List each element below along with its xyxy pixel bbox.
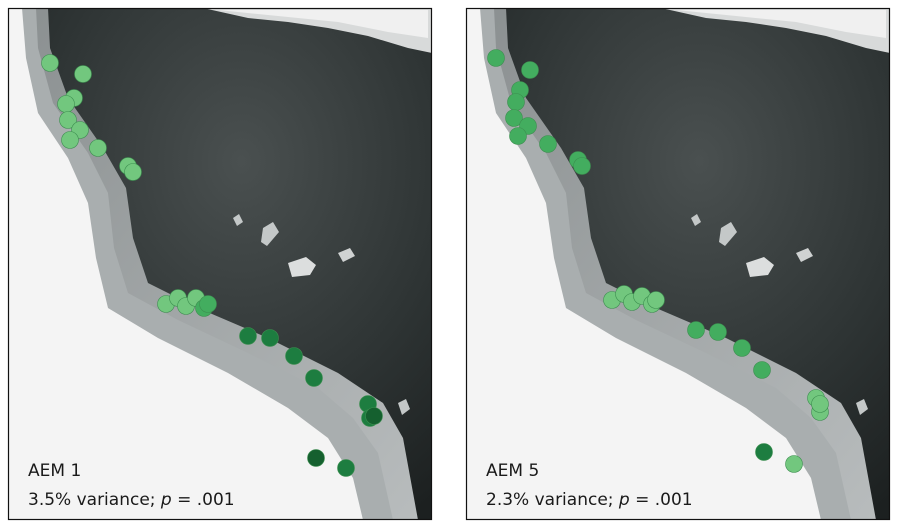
site-marker — [488, 50, 505, 67]
site-marker — [90, 140, 107, 157]
site-marker — [734, 340, 751, 357]
p-value: = .001 — [177, 490, 235, 510]
site-marker — [540, 136, 557, 153]
site-marker — [756, 444, 773, 461]
site-marker — [812, 396, 829, 413]
site-marker — [42, 55, 59, 72]
panel-title: AEM 1 — [28, 461, 81, 481]
map-background — [466, 8, 890, 520]
site-marker — [62, 132, 79, 149]
site-marker — [286, 348, 303, 365]
map-panel: AEM 5 2.3% variance; p = .001 — [466, 8, 890, 520]
site-marker — [125, 164, 142, 181]
panel-title: AEM 5 — [486, 461, 539, 481]
panel-caption: 2.3% variance; p = .001 — [486, 490, 693, 510]
site-marker — [306, 370, 323, 387]
panel-caption: 3.5% variance; p = .001 — [28, 490, 235, 510]
variance: 3.5% variance; — [28, 490, 156, 510]
site-marker — [510, 128, 527, 145]
site-marker — [262, 330, 279, 347]
site-marker — [508, 94, 525, 111]
site-marker — [688, 322, 705, 339]
site-marker — [338, 460, 355, 477]
site-marker — [574, 158, 591, 175]
site-marker — [786, 456, 803, 473]
site-marker — [522, 62, 539, 79]
site-marker — [710, 324, 727, 341]
p-symbol: p — [618, 490, 630, 510]
site-marker — [75, 66, 92, 83]
site-marker — [648, 292, 665, 309]
figure: AEM 1 3.5% variance; p = .001 AEM 5 2.3%… — [0, 0, 898, 524]
site-marker — [240, 328, 257, 345]
map-background — [8, 8, 432, 520]
site-marker — [308, 450, 325, 467]
site-marker — [366, 408, 383, 425]
p-value: = .001 — [635, 490, 693, 510]
site-marker — [754, 362, 771, 379]
variance: 2.3% variance; — [486, 490, 614, 510]
map-panel: AEM 1 3.5% variance; p = .001 — [8, 8, 432, 520]
p-symbol: p — [160, 490, 172, 510]
site-marker — [200, 296, 217, 313]
site-marker — [58, 96, 75, 113]
